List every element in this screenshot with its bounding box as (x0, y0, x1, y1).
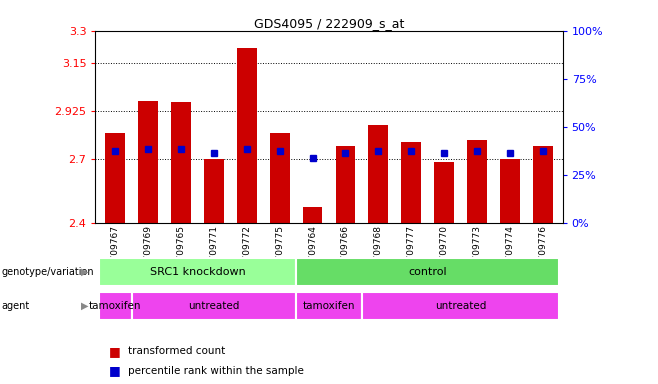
Text: genotype/variation: genotype/variation (1, 266, 94, 277)
Text: ■: ■ (109, 345, 120, 358)
Bar (99, 258, 296, 286)
Bar (362, 293, 559, 320)
Bar (401, 142, 421, 223)
Text: untreated: untreated (188, 301, 240, 311)
Text: SRC1 knockdown: SRC1 knockdown (149, 266, 245, 277)
Bar (132, 293, 296, 320)
Bar (296, 258, 559, 286)
Text: ▶: ▶ (82, 266, 89, 277)
Bar (368, 124, 388, 223)
Text: transformed count: transformed count (128, 346, 226, 356)
Bar (467, 139, 487, 223)
Bar (105, 133, 125, 223)
Text: percentile rank within the sample: percentile rank within the sample (128, 366, 304, 376)
Bar (99, 293, 132, 320)
Bar (500, 159, 520, 223)
Text: tamoxifen: tamoxifen (303, 301, 355, 311)
Bar (204, 159, 224, 223)
Bar (434, 162, 454, 223)
Bar (138, 101, 158, 223)
Bar (171, 102, 191, 223)
Bar (303, 207, 322, 223)
Bar (533, 146, 553, 223)
Bar (296, 293, 362, 320)
Text: agent: agent (1, 301, 30, 311)
Text: control: control (409, 266, 447, 277)
Text: untreated: untreated (435, 301, 486, 311)
Text: ▶: ▶ (82, 301, 89, 311)
Bar (336, 146, 355, 223)
Title: GDS4095 / 222909_s_at: GDS4095 / 222909_s_at (254, 17, 404, 30)
Text: ■: ■ (109, 364, 120, 377)
Bar (237, 48, 257, 223)
Bar (270, 133, 290, 223)
Text: tamoxifen: tamoxifen (89, 301, 141, 311)
